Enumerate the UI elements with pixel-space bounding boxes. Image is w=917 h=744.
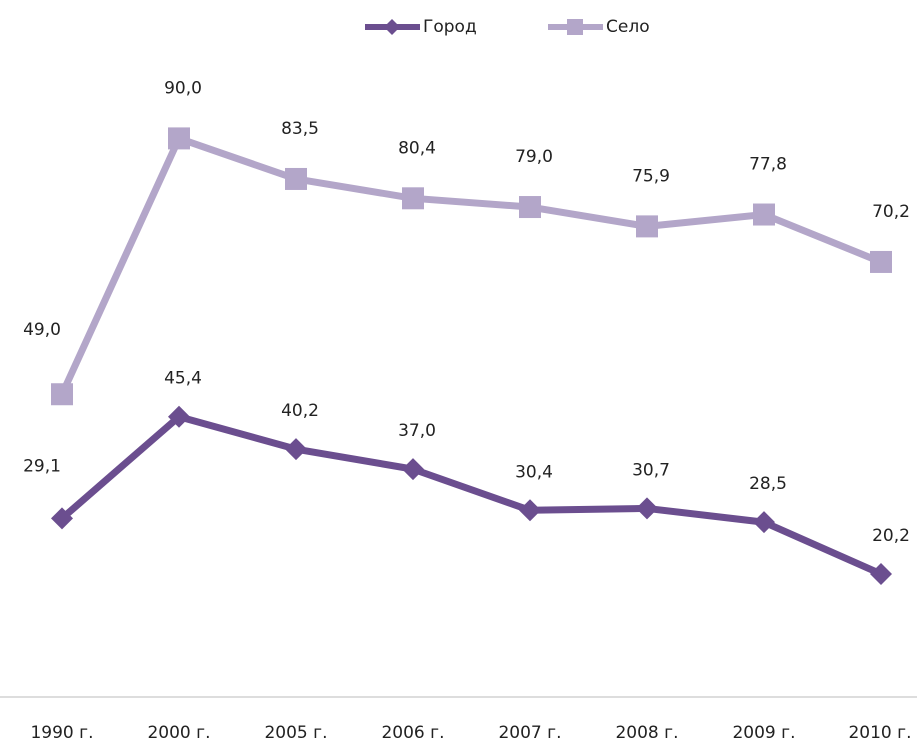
data-label: 40,2 xyxy=(281,401,319,421)
series-line xyxy=(58,134,883,396)
data-label: 80,4 xyxy=(398,138,436,158)
marker xyxy=(636,497,658,520)
data-label: 83,5 xyxy=(281,119,319,139)
data-label: 79,0 xyxy=(515,147,553,167)
marker xyxy=(870,250,892,273)
x-tick-label: 2009 г. xyxy=(732,723,795,743)
marker xyxy=(51,383,73,406)
legend-marker xyxy=(384,19,400,35)
data-label: 28,5 xyxy=(749,474,787,494)
marker xyxy=(870,562,892,585)
legend-marker xyxy=(567,19,583,35)
data-label: 77,8 xyxy=(749,155,787,175)
data-label: 45,4 xyxy=(164,369,202,389)
marker xyxy=(402,458,424,481)
marker xyxy=(519,499,541,522)
marker xyxy=(636,215,658,238)
marker xyxy=(519,196,541,219)
marker xyxy=(168,405,190,428)
data-label: 29,1 xyxy=(23,456,61,476)
marker xyxy=(753,511,775,534)
marker xyxy=(285,167,307,190)
series-line xyxy=(59,413,883,578)
legend-label: Город xyxy=(423,17,477,37)
data-label: 49,0 xyxy=(23,320,61,340)
x-tick-label: 2010 г. xyxy=(848,723,911,743)
data-label: 75,9 xyxy=(632,166,670,186)
x-tick-label: 1990 г. xyxy=(30,723,93,743)
data-label: 37,0 xyxy=(398,421,436,441)
data-label: 30,4 xyxy=(515,462,553,482)
marker xyxy=(168,127,190,150)
data-label: 20,2 xyxy=(872,526,910,546)
marker xyxy=(285,438,307,461)
x-tick-label: 2007 г. xyxy=(498,723,561,743)
x-tick-label: 2006 г. xyxy=(381,723,444,743)
data-label: 90,0 xyxy=(164,78,202,98)
data-label: 30,7 xyxy=(632,460,670,480)
legend-label: Село xyxy=(606,17,650,37)
marker xyxy=(753,203,775,226)
marker xyxy=(402,187,424,210)
x-tick-label: 2008 г. xyxy=(615,723,678,743)
data-label: 70,2 xyxy=(872,202,910,222)
marker xyxy=(51,507,73,530)
x-tick-label: 2005 г. xyxy=(264,723,327,743)
x-tick-label: 2000 г. xyxy=(147,723,210,743)
